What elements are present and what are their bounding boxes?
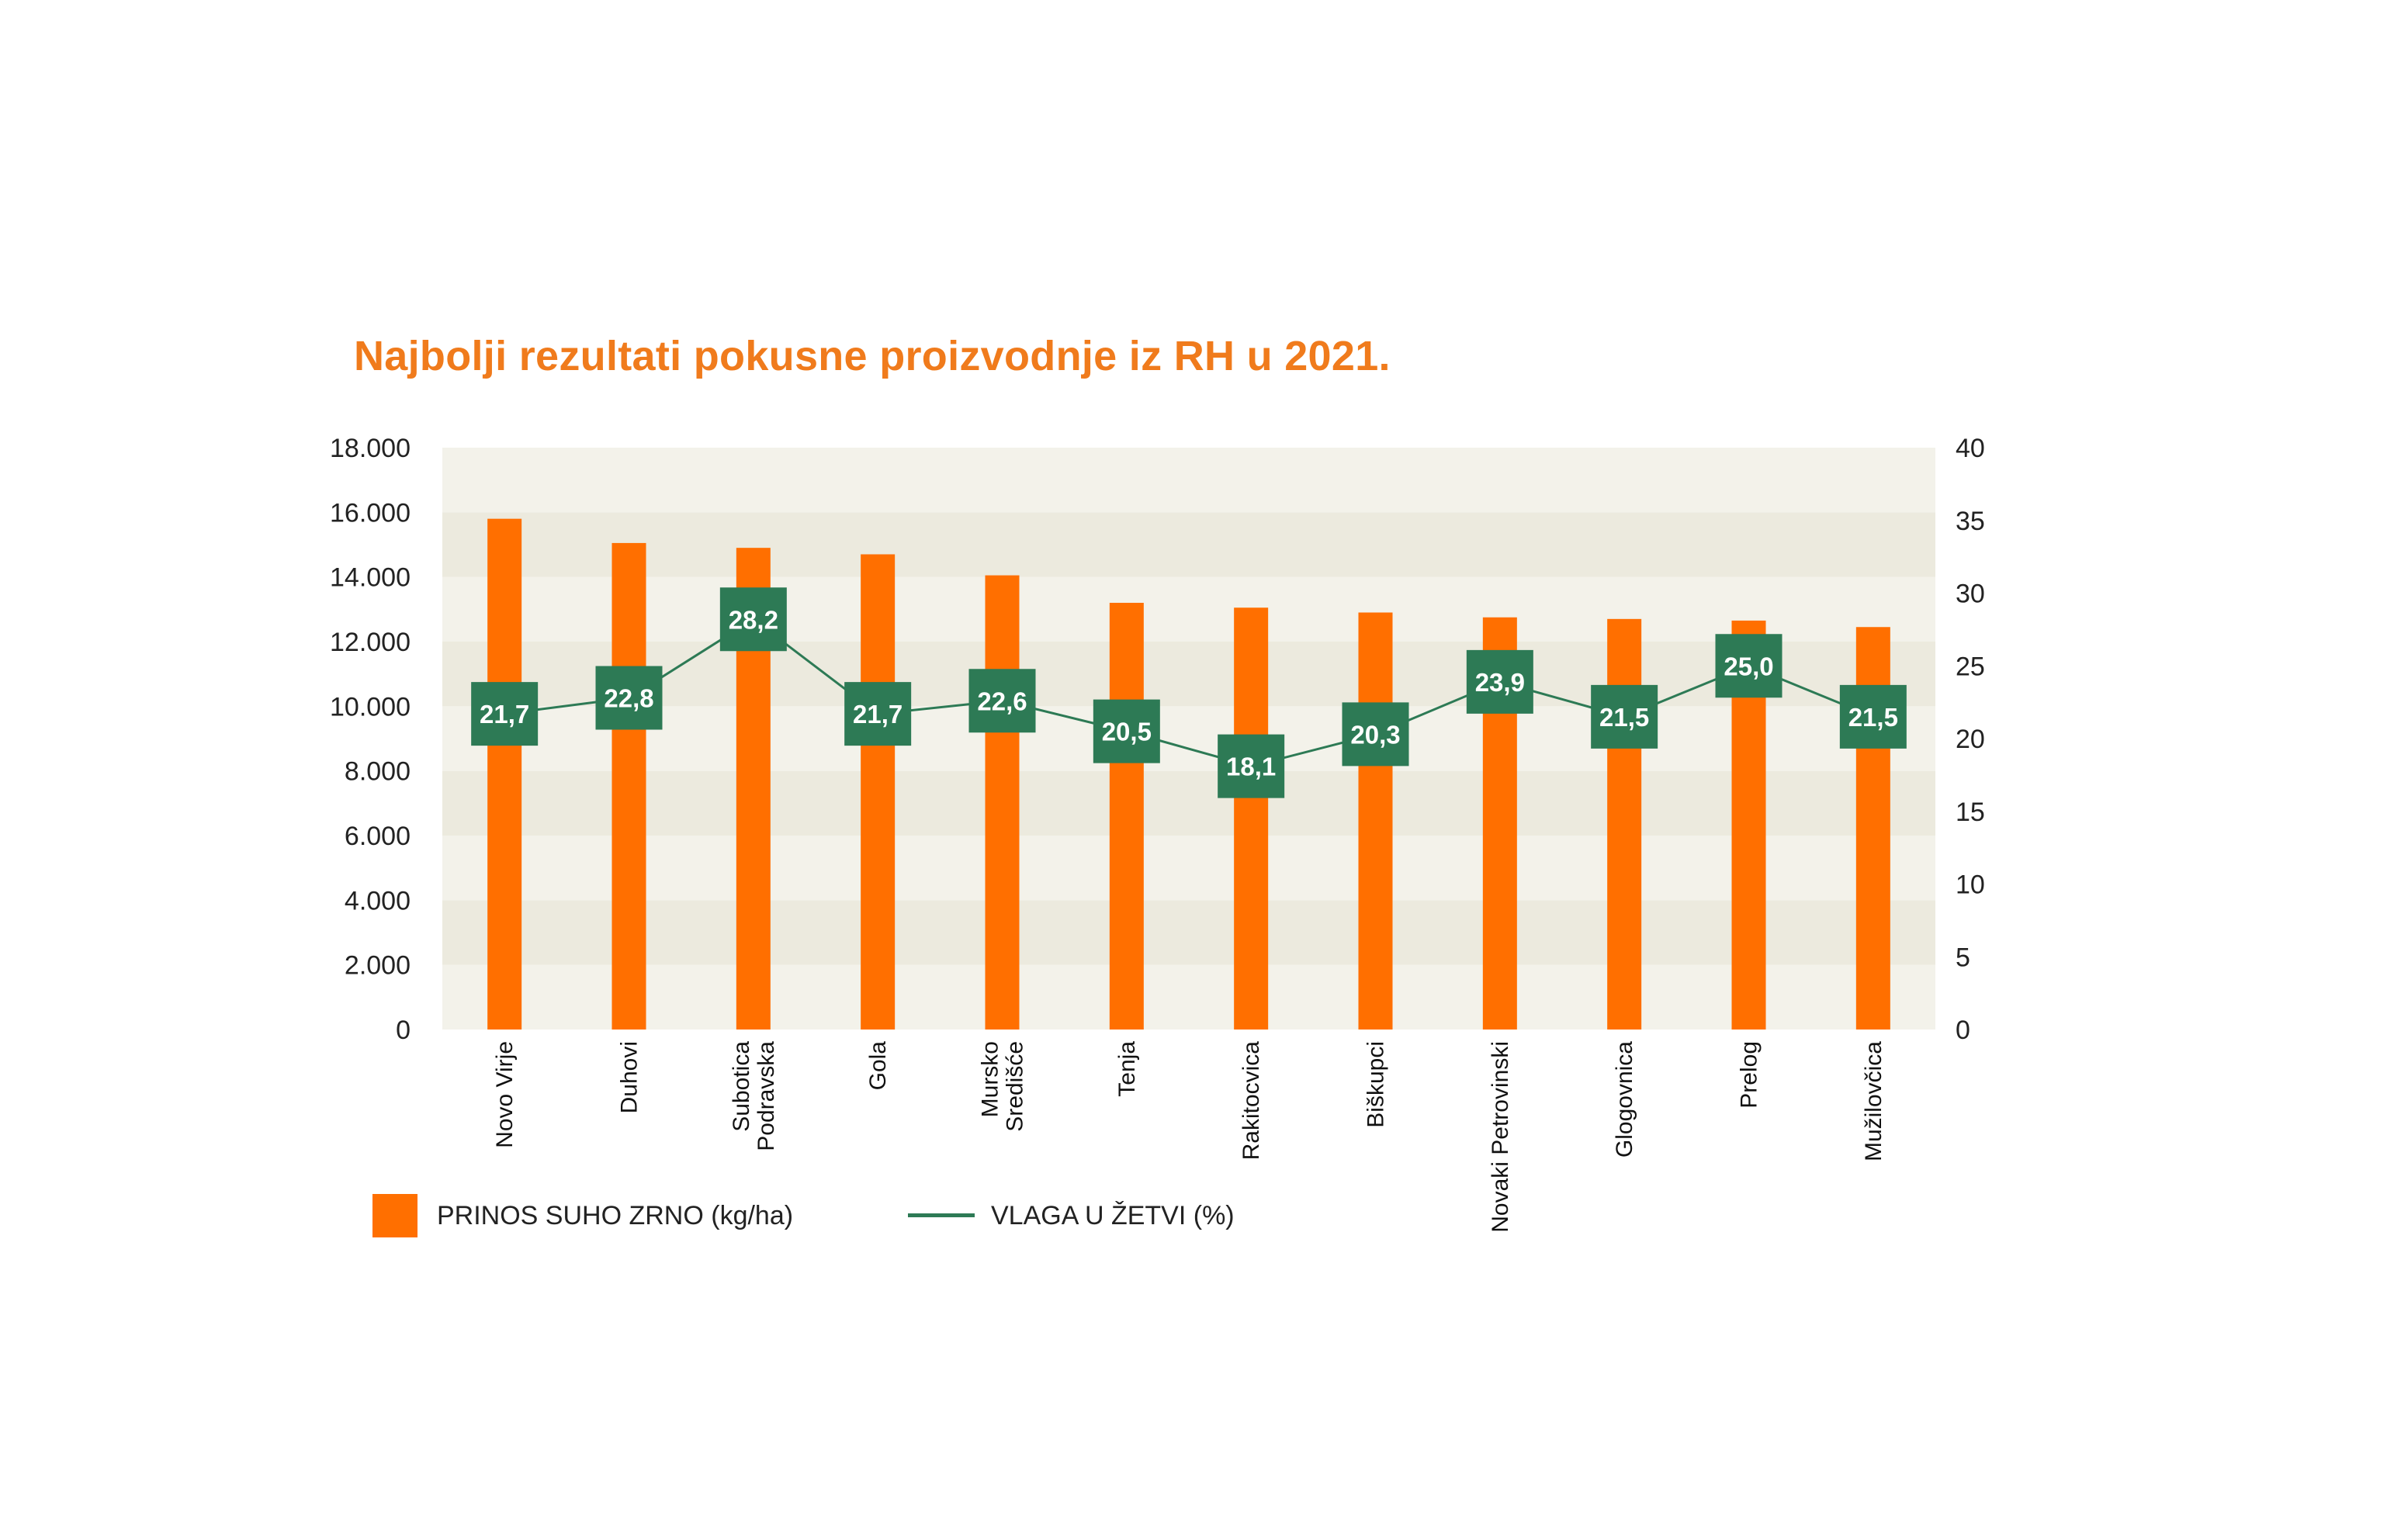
- legend-label-bar: PRINOS SUHO ZRNO (kg/ha): [437, 1201, 794, 1230]
- legend-swatch-bar: [372, 1194, 417, 1237]
- category-label: Gola: [865, 1041, 891, 1091]
- bar: [611, 542, 646, 1030]
- data-label: 22,6: [977, 687, 1027, 715]
- line-marker: [968, 669, 1036, 733]
- category-label: MurskoSredišće: [978, 1041, 1028, 1132]
- line-marker: [1715, 634, 1783, 698]
- data-label: 20,3: [1350, 720, 1400, 749]
- background-band: [442, 900, 1935, 965]
- background-band: [442, 964, 1935, 1030]
- right-tick-label: 40: [1956, 434, 1985, 463]
- line-marker: [1093, 699, 1160, 763]
- background-band: [442, 770, 1935, 836]
- line-marker: [1591, 684, 1658, 749]
- background-band: [442, 706, 1935, 771]
- left-tick-label: 18.000: [330, 434, 411, 463]
- bar: [861, 554, 896, 1030]
- right-tick-label: 5: [1956, 943, 1970, 972]
- left-tick-label: 6.000: [345, 822, 411, 851]
- x-axis-categories: Novo Virje Duhovi SuboticaPodravska Gola Mur…: [492, 1041, 1886, 1233]
- right-tick-label: 10: [1956, 870, 1985, 900]
- line-markers: 21,7 22,8 28,2 21,7 22,6 20,5 18,1 20,3 23,9 21,5…: [471, 587, 1907, 798]
- data-label: 21,5: [1599, 703, 1649, 732]
- data-label: 21,7: [853, 700, 903, 728]
- data-label: 28,2: [729, 605, 778, 634]
- data-label: 23,9: [1475, 668, 1525, 697]
- background-band: [442, 512, 1935, 577]
- bar-series: [487, 518, 1890, 1030]
- line-marker: [1342, 702, 1409, 767]
- left-axis: 0 2.000 4.000 6.000 8.000 10.000 12.000 14.000 1…: [330, 434, 411, 1045]
- data-label: 21,7: [480, 700, 529, 728]
- category-label: Duhovi: [617, 1041, 643, 1113]
- data-label: 20,5: [1102, 718, 1152, 746]
- right-tick-label: 20: [1956, 725, 1985, 754]
- bar: [1109, 603, 1144, 1030]
- right-tick-label: 35: [1956, 507, 1985, 536]
- right-tick-label: 25: [1956, 652, 1985, 681]
- category-label: Biškupci: [1363, 1041, 1389, 1128]
- right-axis: 0 5 10 15 20 25 30 35 40: [1956, 434, 1985, 1045]
- right-tick-label: 15: [1956, 798, 1985, 827]
- right-tick-label: 0: [1956, 1016, 1970, 1045]
- data-label: 21,5: [1848, 703, 1898, 732]
- background-band: [442, 576, 1935, 642]
- category-label: Novaki Petrovinski: [1488, 1041, 1513, 1233]
- bar: [1358, 612, 1393, 1030]
- legend-swatch-line: [908, 1213, 975, 1217]
- bar: [985, 575, 1020, 1030]
- category-label: SuboticaPodravska: [729, 1041, 779, 1151]
- line-marker: [1839, 684, 1907, 749]
- left-tick-label: 16.000: [330, 498, 411, 528]
- left-tick-label: 14.000: [330, 563, 411, 593]
- chart-title: Najbolji rezultati pokusne proizvodnje i…: [354, 333, 1391, 379]
- line-marker: [471, 682, 539, 746]
- left-tick-label: 2.000: [345, 951, 411, 981]
- right-tick-label: 30: [1956, 580, 1985, 609]
- line-marker: [595, 666, 663, 730]
- left-tick-label: 10.000: [330, 692, 411, 722]
- left-tick-label: 0: [396, 1016, 411, 1045]
- bar: [1607, 618, 1642, 1030]
- plot-background: [442, 448, 1935, 1030]
- line-marker: [1218, 734, 1285, 798]
- category-label: Mužilovčica: [1861, 1041, 1886, 1161]
- background-band: [442, 836, 1935, 901]
- category-label: Tenja: [1114, 1041, 1140, 1097]
- category-label: Rakitocvica: [1239, 1041, 1264, 1161]
- background-band: [442, 642, 1935, 707]
- data-label: 18,1: [1226, 753, 1276, 781]
- data-label: 22,8: [604, 684, 653, 713]
- line-marker: [1466, 649, 1533, 714]
- left-tick-label: 4.000: [345, 886, 411, 915]
- background-band: [442, 448, 1935, 513]
- left-tick-label: 8.000: [345, 757, 411, 787]
- data-label: 25,0: [1724, 652, 1773, 680]
- bar: [1234, 607, 1269, 1030]
- bar: [487, 518, 522, 1030]
- category-label: Glogovnica: [1612, 1041, 1637, 1158]
- line-marker: [844, 682, 912, 746]
- category-label: Prelog: [1737, 1041, 1762, 1109]
- category-label: Novo Virje: [492, 1041, 518, 1148]
- left-tick-label: 12.000: [330, 628, 411, 657]
- line-marker: [719, 587, 787, 652]
- legend-label-line: VLAGA U ŽETVI (%): [991, 1201, 1235, 1230]
